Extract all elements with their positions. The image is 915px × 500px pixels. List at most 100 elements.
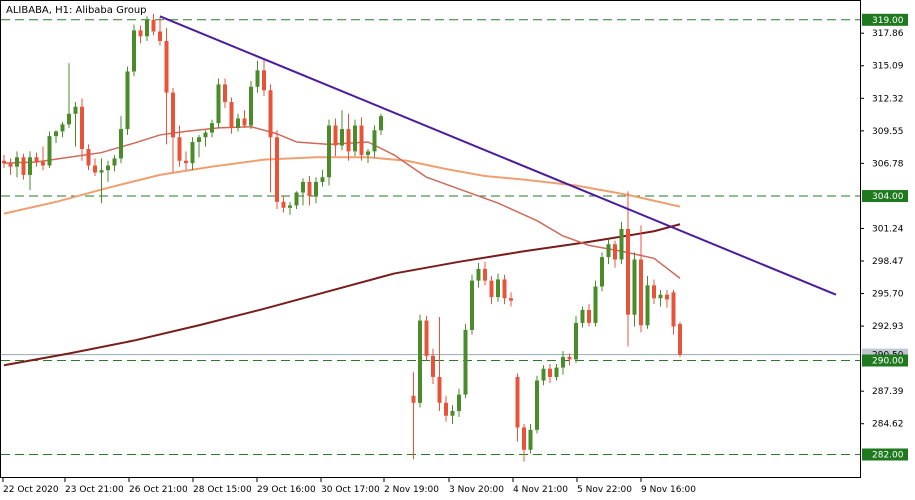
candle-body	[301, 181, 305, 193]
candle-body	[314, 181, 318, 197]
candle	[600, 252, 604, 292]
candle-body	[496, 279, 500, 298]
candle-body	[411, 395, 416, 403]
candle	[132, 24, 136, 77]
candle	[314, 177, 318, 204]
trendline	[159, 15, 837, 296]
candle-body	[249, 86, 253, 126]
candle-body	[353, 125, 357, 152]
candle	[229, 97, 234, 134]
candle-body	[639, 259, 643, 326]
candle	[658, 290, 663, 307]
candle	[554, 364, 559, 381]
candle-body	[561, 356, 565, 368]
candle	[320, 170, 325, 187]
candle	[457, 388, 461, 417]
candle	[151, 13, 156, 36]
candle-body	[307, 181, 312, 197]
candle	[281, 196, 286, 213]
candle	[613, 240, 617, 268]
candle-body	[366, 151, 370, 155]
candle	[671, 290, 676, 335]
candle	[112, 154, 117, 172]
candle	[210, 119, 214, 138]
candle-body	[665, 294, 669, 300]
candle-body	[470, 280, 474, 330]
candle	[60, 122, 65, 138]
candle-body	[476, 268, 481, 281]
candle	[567, 353, 572, 366]
candle-body	[535, 380, 539, 430]
candle-body	[223, 84, 227, 103]
candle-body	[151, 19, 156, 32]
candle-body	[80, 106, 84, 150]
candle-body	[587, 309, 591, 323]
y-tick-label: 301.24	[872, 224, 904, 234]
x-tick-label: 28 Oct 15:00	[193, 485, 252, 495]
candle-body	[437, 376, 442, 403]
candle	[307, 176, 312, 206]
candle	[301, 178, 305, 206]
candle-body	[379, 116, 383, 131]
candle-body	[255, 70, 260, 87]
candle	[28, 151, 32, 191]
candle	[21, 153, 26, 180]
candle-body	[522, 427, 526, 450]
level-label: 304.00	[872, 192, 904, 202]
candle	[138, 25, 143, 44]
candle-body	[528, 429, 533, 450]
candle	[593, 280, 598, 327]
candle-body	[86, 149, 91, 166]
candle	[47, 131, 52, 168]
candle-body	[372, 130, 377, 152]
candle	[236, 113, 240, 132]
candle	[242, 110, 247, 128]
candle	[379, 113, 383, 135]
candle	[645, 275, 650, 329]
candle	[463, 324, 468, 399]
candle-body	[132, 30, 136, 72]
candle-body	[567, 356, 572, 360]
candle-body	[619, 228, 624, 260]
candle-body	[125, 71, 130, 130]
candle-body	[632, 259, 637, 315]
level-label: 282.00	[872, 451, 904, 461]
candle-body	[288, 205, 292, 208]
candle-body	[489, 280, 494, 298]
chart-title: ALIBABA, H1: Alibaba Group	[6, 5, 147, 16]
candle	[171, 87, 175, 173]
candle	[574, 315, 578, 363]
candle	[8, 158, 13, 175]
candle-body	[203, 132, 208, 138]
candle	[418, 314, 422, 408]
candle-body	[645, 285, 650, 326]
candle-body	[216, 84, 221, 124]
candle	[619, 221, 624, 265]
y-tick-label: 287.39	[872, 387, 904, 397]
candle	[639, 225, 643, 333]
candle	[476, 262, 481, 288]
candle	[528, 423, 533, 454]
candle-body	[294, 192, 299, 206]
candle-body	[418, 320, 422, 403]
candle-body	[8, 163, 13, 167]
candle-body	[359, 125, 364, 155]
candle-body	[450, 411, 455, 416]
candle	[509, 292, 513, 307]
candle-body	[2, 160, 6, 164]
candle-body	[99, 170, 104, 173]
candle-body	[184, 160, 188, 164]
candle	[288, 201, 292, 215]
candle	[515, 373, 520, 442]
candle	[268, 84, 273, 193]
candle	[366, 149, 370, 164]
x-tick-label: 5 Nov 22:00	[577, 485, 632, 495]
candle-body	[229, 102, 234, 128]
candle-body	[483, 268, 487, 281]
candle	[73, 102, 78, 147]
candle-body	[593, 286, 598, 323]
candle-body	[327, 125, 331, 178]
candle	[580, 306, 585, 328]
candle	[54, 130, 58, 144]
